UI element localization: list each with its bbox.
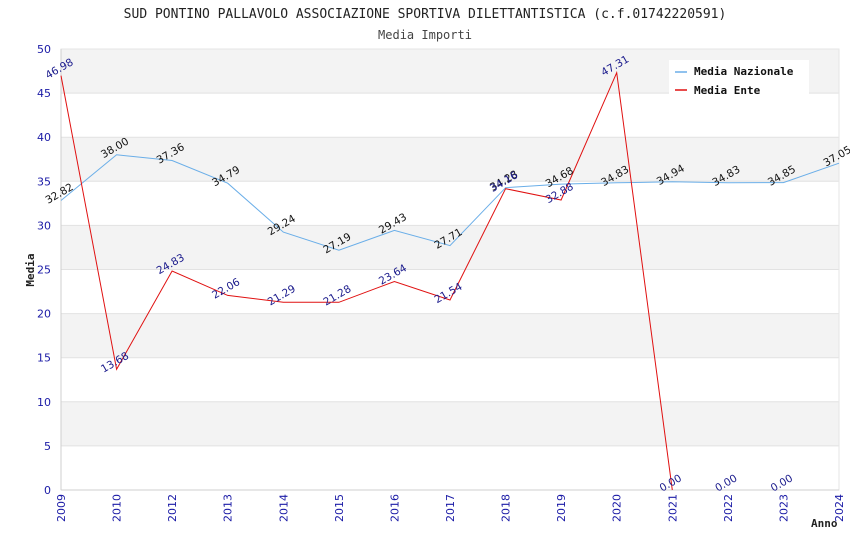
legend: Media Nazionale Media Ente (669, 60, 809, 97)
legend-label-nazionale: Media Nazionale (694, 65, 794, 78)
x-tick-label: 2018 (500, 494, 513, 522)
x-tick-label: 2010 (111, 494, 124, 522)
y-axis-label: Media (24, 253, 37, 286)
x-tick-label: 2015 (333, 494, 346, 522)
data-label-ente: 21.29 (266, 283, 298, 308)
legend-box (669, 60, 809, 97)
x-tick-label: 2019 (555, 494, 568, 522)
data-label-ente: 0.00 (658, 472, 684, 494)
chart-subtitle: Media Importi (378, 28, 472, 42)
x-tick-label: 2014 (277, 494, 290, 522)
y-axis: 0 5 10 15 20 25 30 35 40 45 50 (37, 43, 62, 497)
y-tick-label: 45 (37, 87, 51, 100)
x-tick-label: 2013 (222, 494, 235, 522)
x-tick-label: 2020 (611, 494, 624, 522)
data-label-ente: 21.28 (321, 283, 353, 308)
series-line-nazionale (60, 154, 840, 251)
data-label-ente: 0.00 (769, 472, 795, 494)
x-tick-label: 2021 (666, 494, 679, 522)
x-axis: 2009 2010 2012 2013 2014 2015 2016 2017 2018 2019… (55, 489, 846, 522)
y-tick-label: 25 (37, 264, 51, 277)
y-tick-label: 5 (44, 440, 51, 453)
y-tick-label: 15 (37, 352, 51, 365)
y-tick-label: 50 (37, 43, 51, 56)
grid-band (61, 225, 839, 270)
grid-bands (60, 48, 840, 491)
grid-band (61, 137, 839, 182)
x-tick-label: 2022 (722, 494, 735, 522)
x-tick-label: 2016 (388, 494, 401, 522)
x-tick-label: 2024 (833, 494, 846, 522)
y-tick-label: 0 (44, 484, 51, 497)
y-tick-label: 35 (37, 175, 51, 188)
chart-title: SUD PONTINO PALLAVOLO ASSOCIAZIONE SPORT… (124, 7, 727, 22)
y-tick-label: 40 (37, 131, 51, 144)
y-tick-label: 20 (37, 308, 51, 321)
x-tick-label: 2012 (166, 494, 179, 522)
grid-band (61, 401, 839, 446)
legend-label-ente: Media Ente (694, 84, 761, 97)
x-tick-label: 2017 (444, 494, 457, 522)
data-label-ente: 0.00 (713, 472, 739, 494)
data-label-ente: 22.06 (210, 276, 242, 302)
x-tick-label: 2009 (55, 494, 68, 522)
grid-band (61, 313, 839, 358)
y-tick-label: 30 (37, 219, 51, 232)
series-group (60, 70, 840, 491)
x-tick-label: 2023 (777, 494, 790, 522)
y-tick-label: 10 (37, 396, 51, 409)
series-line-ente (60, 70, 673, 491)
x-axis-label: Anno (811, 517, 838, 530)
data-label-ente: 21.54 (432, 281, 464, 307)
